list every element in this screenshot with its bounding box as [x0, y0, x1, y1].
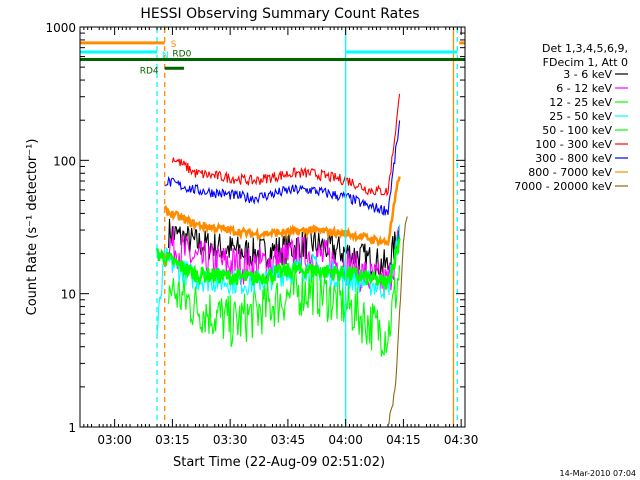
- flag-label-1: N: [162, 51, 169, 61]
- flag-bars: SN RD0 RD4: [80, 40, 465, 76]
- flag-label-3: RD4: [140, 66, 159, 76]
- legend-label-8: 7000 - 20000 keV: [514, 180, 612, 193]
- legend-label-6: 300 - 800 keV: [535, 152, 612, 165]
- plot-frame: [79, 26, 466, 428]
- flag-label-2: RD0: [172, 50, 191, 60]
- footer-timestamp: 14-Mar-2010 07:04: [560, 469, 637, 478]
- series-line-4: [155, 238, 401, 290]
- flag-label-0: S: [171, 40, 177, 50]
- x-axis-label: Start Time (22-Aug-09 02:51:02): [173, 455, 385, 470]
- axes: 03:00 03:15 03:30 03:45 04:00 04:15 04:30 1 10 10…: [45, 21, 478, 447]
- chart-title: HESSI Observing Summary Count Rates: [140, 6, 419, 22]
- series-line-8: [387, 216, 408, 425]
- y-tick-label-1: 10: [61, 288, 76, 302]
- x-tick-label-4: 04:00: [328, 433, 363, 447]
- legend-label-2: 12 - 25 keV: [549, 96, 612, 109]
- y-tick-label-0: 1: [68, 421, 76, 435]
- x-tick-label-6: 04:30: [444, 433, 479, 447]
- legend-label-1: 6 - 12 keV: [556, 82, 612, 95]
- legend-label-7: 800 - 7000 keV: [528, 166, 612, 179]
- x-tick-label-5: 04:15: [386, 433, 421, 447]
- series-line-0: [168, 218, 401, 278]
- legend-label-0: 3 - 6 keV: [563, 68, 612, 81]
- x-tick-label-3: 03:45: [271, 433, 306, 447]
- x-tick-label-1: 03:15: [155, 433, 190, 447]
- y-tick-label-2: 100: [53, 154, 76, 168]
- series-line-6: [164, 120, 401, 216]
- legend-header-1: FDecim 1, Att 0: [543, 56, 628, 69]
- legend-label-5: 100 - 300 keV: [535, 138, 612, 151]
- legend-label-3: 25 - 50 keV: [549, 110, 612, 123]
- series-line-7: [163, 176, 401, 247]
- legend: Det 1,3,4,5,6,9,FDecim 1, Att 03 - 6 keV…: [514, 42, 628, 193]
- y-axis-label: Count Rate (s⁻¹ detector⁻¹): [25, 139, 40, 316]
- x-tick-label-2: 03:30: [213, 433, 248, 447]
- legend-label-4: 50 - 100 keV: [542, 124, 612, 137]
- plot-data: [155, 28, 458, 426]
- series-line-5: [171, 93, 401, 197]
- y-tick-label-3: 1000: [45, 21, 76, 35]
- x-tick-label-0: 03:00: [97, 433, 132, 447]
- series-line-2: [168, 265, 401, 357]
- legend-header-0: Det 1,3,4,5,6,9,: [542, 42, 628, 55]
